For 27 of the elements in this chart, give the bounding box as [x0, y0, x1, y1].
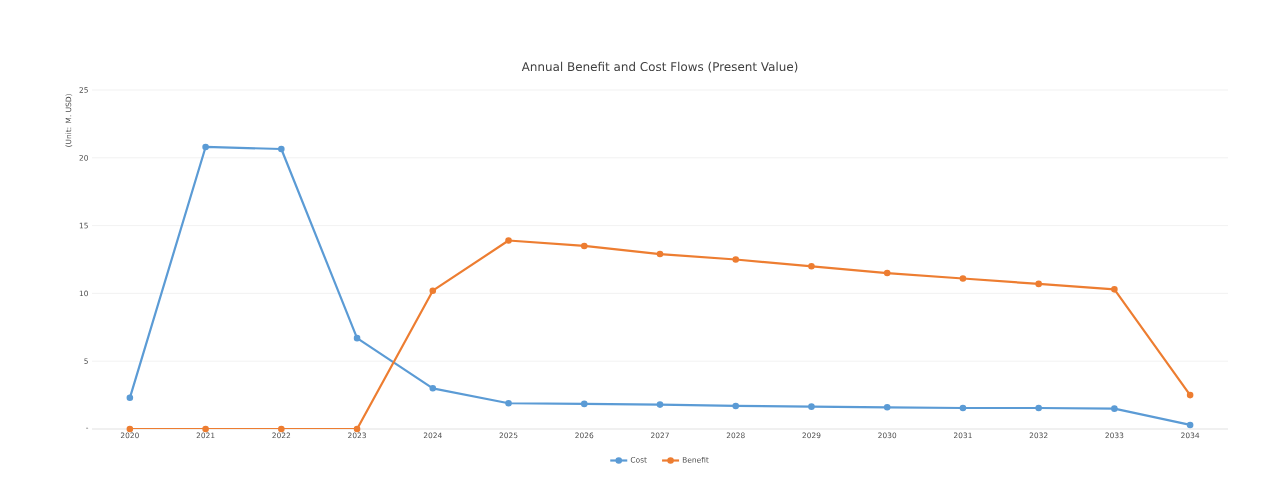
point	[202, 143, 209, 151]
point	[1035, 404, 1042, 412]
point	[656, 250, 664, 258]
point	[429, 287, 437, 294]
point	[883, 404, 891, 411]
point	[505, 399, 512, 407]
point	[353, 334, 361, 342]
point	[732, 256, 740, 263]
point	[580, 400, 588, 408]
point	[126, 394, 134, 402]
point	[808, 403, 815, 410]
point	[959, 404, 967, 412]
point	[808, 262, 815, 270]
point	[656, 401, 664, 408]
point	[505, 237, 512, 244]
point	[732, 402, 740, 410]
point	[1111, 405, 1118, 412]
point	[1186, 391, 1194, 399]
point	[1035, 280, 1042, 288]
point	[1186, 421, 1194, 429]
point	[429, 385, 437, 392]
point	[1111, 286, 1118, 293]
point	[278, 145, 285, 153]
point	[580, 242, 588, 250]
point	[959, 275, 967, 282]
chart-title: Annual Benefit and Cost Flows (Present Value)	[521, 61, 798, 73]
point	[883, 269, 891, 277]
